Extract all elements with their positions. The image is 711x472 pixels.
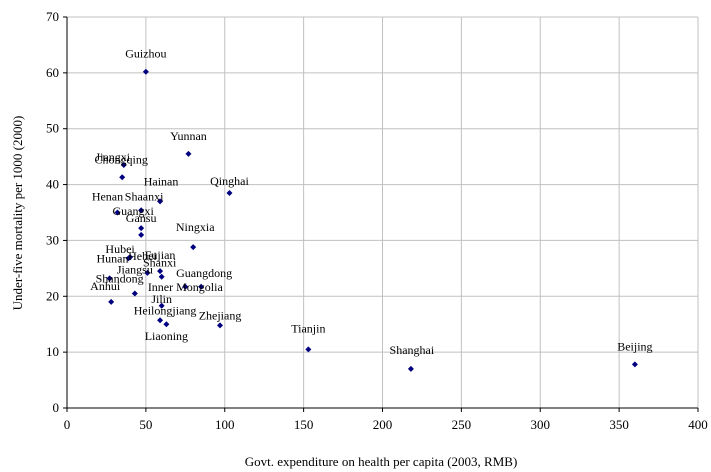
x-tick-label: 200 xyxy=(373,417,393,432)
data-point xyxy=(157,198,164,205)
point-label: Henan xyxy=(92,190,123,204)
data-point xyxy=(157,268,164,275)
x-tick-label: 350 xyxy=(609,417,629,432)
point-label: Jiangsu xyxy=(117,262,153,276)
data-point xyxy=(142,68,149,75)
x-tick-label: 0 xyxy=(64,417,71,432)
x-tick-label: 100 xyxy=(215,417,235,432)
point-label: Shanghai xyxy=(390,343,435,357)
point-label: Guangdong xyxy=(176,266,232,280)
data-point xyxy=(125,255,132,262)
data-point xyxy=(114,209,121,216)
x-tick-label: 250 xyxy=(452,417,472,432)
data-point xyxy=(138,207,145,214)
point-label: Hunan xyxy=(97,251,129,265)
y-tick-label: 50 xyxy=(46,121,59,136)
point-label: Qinghai xyxy=(210,174,249,188)
data-point xyxy=(217,322,224,329)
data-point xyxy=(226,189,233,196)
point-label: Guizhou xyxy=(125,47,166,61)
point-label: Chongqing xyxy=(95,152,148,166)
point-label: Guangxi xyxy=(112,204,154,218)
point-label: Jilin xyxy=(151,292,172,306)
y-tick-label: 40 xyxy=(46,177,59,192)
point-label: Hebei xyxy=(128,249,157,263)
point-label: Shandong xyxy=(96,271,144,285)
y-tick-label: 10 xyxy=(46,344,59,359)
data-point xyxy=(108,298,115,305)
data-point xyxy=(198,283,205,290)
data-point xyxy=(185,150,192,157)
data-point xyxy=(407,365,414,372)
data-points xyxy=(106,68,638,372)
point-label: Gansu xyxy=(126,211,157,225)
axes xyxy=(63,16,699,412)
tick-labels: 0 50 100 150 200 250 300 350 400 0 10 20 30 40 50 60 70 xyxy=(46,9,708,432)
data-point xyxy=(305,346,312,353)
x-tick-label: 50 xyxy=(139,417,152,432)
point-label: Tianjin xyxy=(291,321,325,335)
point-label: Hainan xyxy=(144,174,179,188)
point-label: Zhejiang xyxy=(199,308,242,322)
data-point xyxy=(144,269,151,276)
data-point xyxy=(157,317,164,324)
data-point xyxy=(131,290,138,297)
point-label: Inner Mongolia xyxy=(148,280,224,294)
point-label: Liaoning xyxy=(145,329,188,343)
data-point xyxy=(158,273,165,280)
point-label: Jiangxi xyxy=(95,150,130,164)
data-point xyxy=(182,283,189,290)
y-tick-label: 0 xyxy=(53,400,60,415)
y-tick-label: 30 xyxy=(46,232,59,247)
point-label: Heilongjiang xyxy=(134,303,197,317)
x-tick-label: 300 xyxy=(531,417,551,432)
data-point xyxy=(138,225,145,232)
point-label: Hubei xyxy=(105,242,135,256)
point-label: Ningxia xyxy=(176,220,215,234)
gridlines xyxy=(67,16,699,408)
point-label: Fujian xyxy=(145,248,176,262)
y-axis-title: Under-five mortality per 1000 (2000) xyxy=(10,116,25,311)
point-label: Yunnan xyxy=(170,129,207,143)
data-point xyxy=(120,162,127,169)
point-label: Shaanxi xyxy=(125,189,164,203)
x-axis-title: Govt. expenditure on health per capita (… xyxy=(245,454,518,469)
data-point xyxy=(190,244,197,251)
data-point xyxy=(158,302,165,309)
point-label: Shanxi xyxy=(143,256,177,270)
point-label: Beijing xyxy=(617,339,652,353)
data-point xyxy=(163,321,170,328)
data-point xyxy=(138,231,145,238)
x-tick-label: 400 xyxy=(688,417,708,432)
data-point xyxy=(119,174,126,181)
y-tick-label: 70 xyxy=(46,9,59,24)
point-label: Anhui xyxy=(90,279,121,293)
data-point xyxy=(631,361,638,368)
data-point xyxy=(106,275,113,282)
x-tick-label: 150 xyxy=(294,417,314,432)
y-tick-label: 20 xyxy=(46,288,59,303)
y-tick-label: 60 xyxy=(46,65,59,80)
